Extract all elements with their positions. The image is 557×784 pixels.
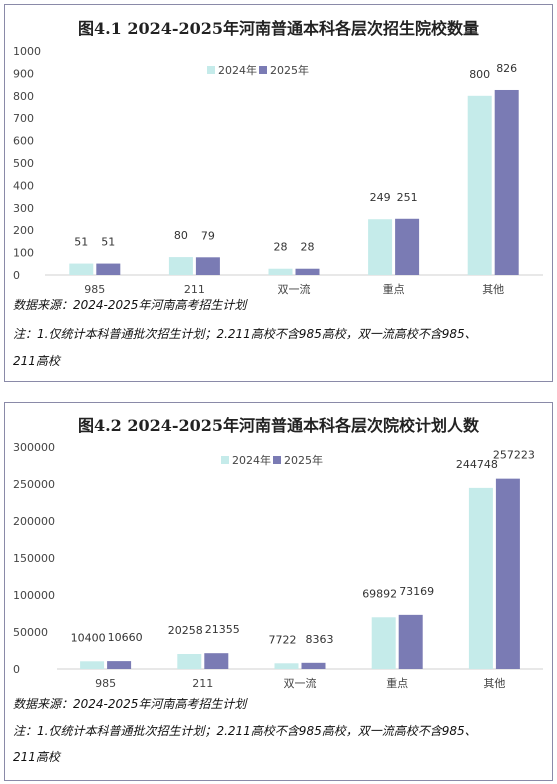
bar-chart-plan-count: 0 50000 100000 150000 200000 250000 300000 2024… xyxy=(13,441,543,690)
y-tick-label: 100000 xyxy=(13,589,55,602)
data-label: 826 xyxy=(496,62,517,75)
y-tick-label: 800 xyxy=(13,90,34,103)
legend-label: 2024年 xyxy=(218,63,257,77)
data-label: 51 xyxy=(74,236,88,249)
y-tick-label: 500 xyxy=(13,157,34,170)
legend-label: 2025年 xyxy=(270,63,309,77)
bar xyxy=(268,268,293,275)
data-label: 73169 xyxy=(399,585,434,598)
bar xyxy=(295,268,320,275)
y-tick-label: 150000 xyxy=(13,552,55,565)
y-tick-label: 300 xyxy=(13,202,34,215)
chart-panel-1: 图4.1 2024-2025年河南普通本科各层次招生院校数量 0 100 200 30… xyxy=(4,4,553,382)
y-tick-label: 1000 xyxy=(13,45,41,58)
y-tick-label: 400 xyxy=(13,179,34,192)
legend-swatch xyxy=(273,456,281,464)
bar xyxy=(195,257,220,275)
data-source-note: 数据来源：2024-2025年河南高考招生计划 xyxy=(13,697,247,711)
bar xyxy=(80,661,105,669)
footnote-line-1: 注：1.仅统计本科普通批次招生计划；2.211高校不含985高校，双一流高校不含… xyxy=(13,327,477,341)
data-label: 7722 xyxy=(269,633,297,646)
x-tick-label: 其他 xyxy=(483,677,505,690)
data-label: 20258 xyxy=(168,624,203,637)
y-tick-label: 0 xyxy=(13,269,20,282)
chart-panel-2: 图4.2 2024-2025年河南普通本科各层次院校计划人数 0 50000 100… xyxy=(4,402,553,781)
bar xyxy=(368,219,393,275)
x-tick-label: 211 xyxy=(184,283,205,296)
legend-swatch xyxy=(221,456,229,464)
data-label: 800 xyxy=(469,68,490,81)
footnote-line-1: 注：1.仅统计本科普通批次招生计划；2.211高校不含985高校，双一流高校不含… xyxy=(13,724,477,738)
data-label: 51 xyxy=(101,236,115,249)
legend-label: 2024年 xyxy=(232,453,271,467)
footnote-line-2: 211高校 xyxy=(13,750,60,764)
bar xyxy=(468,487,493,669)
bar xyxy=(398,614,423,669)
x-tick-label: 985 xyxy=(95,677,116,690)
bar xyxy=(494,89,519,275)
bar-chart-school-count: 0 100 200 300 400 500 600 700 800 900 1000 2024年 202… xyxy=(13,45,543,296)
bar xyxy=(168,257,193,275)
bar xyxy=(467,95,492,275)
data-label: 69892 xyxy=(362,587,397,600)
y-tick-label: 50000 xyxy=(13,626,48,639)
x-tick-label: 双一流 xyxy=(284,676,317,690)
data-label: 28 xyxy=(301,241,315,254)
data-label: 251 xyxy=(397,191,418,204)
bar xyxy=(395,218,420,275)
legend-swatch xyxy=(207,66,215,74)
y-tick-label: 200 xyxy=(13,224,34,237)
x-tick-label: 重点 xyxy=(386,676,408,690)
chart-title: 图4.1 2024-2025年河南普通本科各层次招生院校数量 xyxy=(77,19,480,38)
x-tick-label: 重点 xyxy=(383,282,405,296)
y-tick-label: 200000 xyxy=(13,515,55,528)
data-label: 28 xyxy=(274,241,288,254)
y-tick-label: 100 xyxy=(13,247,34,260)
bar xyxy=(495,478,520,669)
y-tick-label: 300000 xyxy=(13,441,55,454)
y-tick-label: 0 xyxy=(13,663,20,676)
x-tick-label: 其他 xyxy=(482,283,504,296)
legend-swatch xyxy=(259,66,267,74)
data-label: 249 xyxy=(370,191,391,204)
footnote-line-2: 211高校 xyxy=(13,354,60,368)
x-tick-label: 985 xyxy=(84,283,105,296)
bar xyxy=(301,662,326,669)
bar xyxy=(204,653,229,669)
bar xyxy=(69,263,94,275)
bar xyxy=(177,654,202,669)
y-tick-label: 250000 xyxy=(13,478,55,491)
data-label: 257223 xyxy=(493,449,535,462)
y-tick-label: 700 xyxy=(13,112,34,125)
bar xyxy=(371,617,396,669)
y-tick-label: 600 xyxy=(13,135,34,148)
x-tick-label: 双一流 xyxy=(278,282,311,296)
data-label: 10660 xyxy=(108,631,143,644)
bar xyxy=(107,661,132,669)
legend-label: 2025年 xyxy=(284,453,323,467)
chart-title: 图4.2 2024-2025年河南普通本科各层次院校计划人数 xyxy=(77,416,480,435)
data-label: 10400 xyxy=(71,631,106,644)
data-source-note: 数据来源：2024-2025年河南高考招生计划 xyxy=(13,298,247,312)
data-label: 79 xyxy=(201,229,215,242)
data-label: 80 xyxy=(174,229,188,242)
y-tick-label: 900 xyxy=(13,67,34,80)
bar xyxy=(274,663,299,669)
data-label: 244748 xyxy=(456,458,498,471)
x-tick-label: 211 xyxy=(192,677,213,690)
bar xyxy=(96,263,121,275)
data-label: 8363 xyxy=(306,633,334,646)
data-label: 21355 xyxy=(205,623,240,636)
